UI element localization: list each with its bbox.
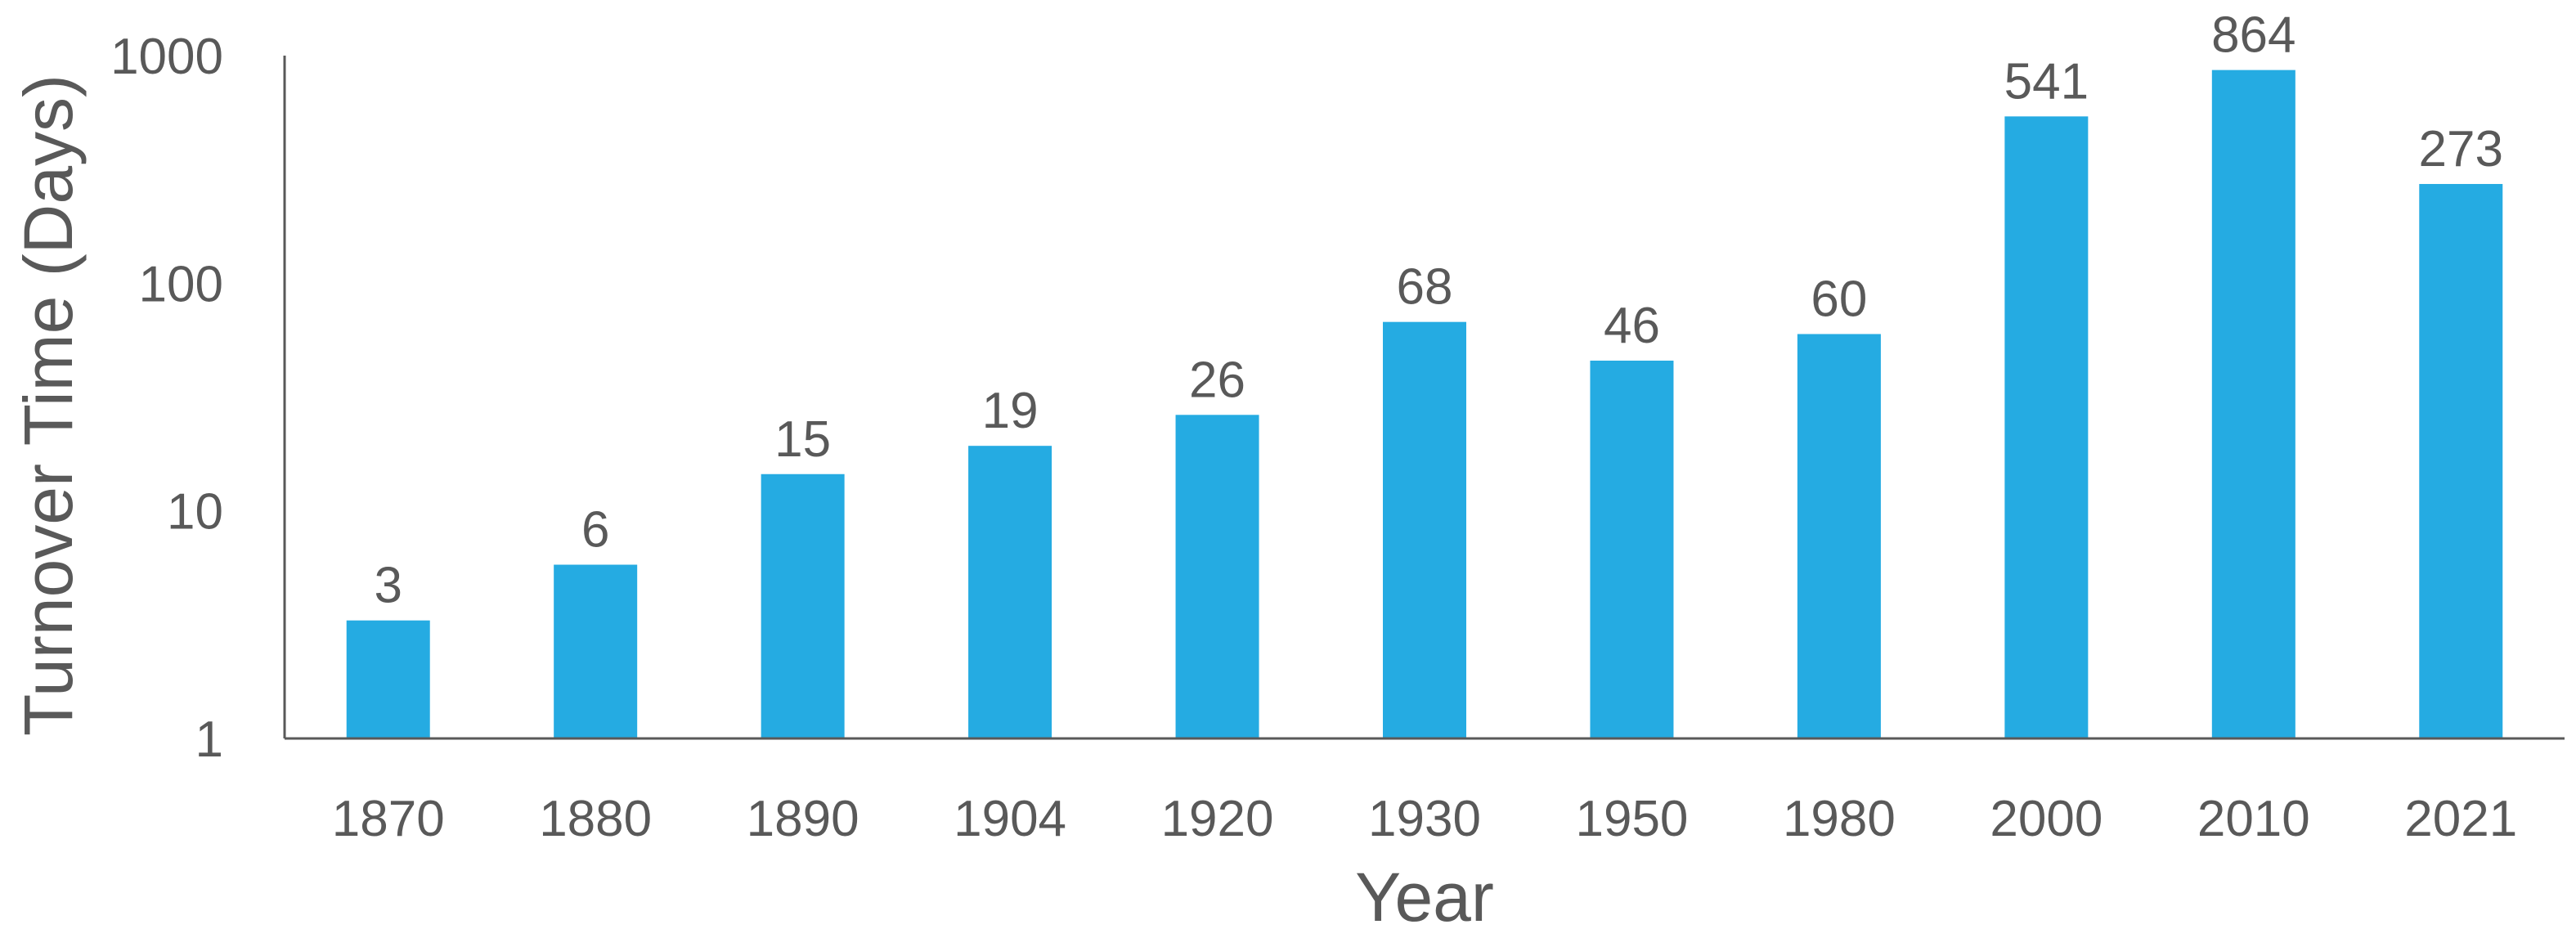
data-label-1904: 19 (982, 383, 1039, 439)
data-label-1870: 3 (374, 558, 402, 614)
bar-1920 (1175, 415, 1259, 738)
x-tick-labels: 1870 1880 1890 1904 1920 1930 1950 1980 2000 2010… (332, 791, 2517, 847)
x-tick-label-1880: 1880 (539, 791, 652, 847)
x-axis-title: Year (1355, 859, 1494, 929)
data-labels-layer: 3 6 15 19 26 68 46 60 541 864 273 (374, 7, 2503, 614)
bar-2000 (2004, 116, 2089, 739)
data-label-1930: 68 (1397, 259, 1453, 316)
bar-1890 (761, 473, 845, 738)
data-label-2021: 273 (2419, 121, 2503, 177)
y-tick-labels: 1 10 100 1000 (110, 29, 223, 768)
bar-2010 (2211, 70, 2296, 739)
x-tick-label-1930: 1930 (1368, 791, 1481, 847)
data-label-2010: 864 (2211, 7, 2296, 64)
y-tick-label-1: 1 (195, 711, 223, 768)
x-tick-label-1904: 1904 (954, 791, 1066, 847)
data-label-1950: 46 (1604, 298, 1660, 354)
bar-1950 (1590, 360, 1674, 738)
data-label-1880: 6 (581, 502, 609, 559)
bar-1930 (1383, 321, 1466, 738)
x-tick-label-2000: 2000 (1990, 791, 2103, 847)
data-label-2000: 541 (2004, 53, 2089, 110)
x-tick-label-1890: 1890 (747, 791, 859, 847)
y-tick-label-1000: 1000 (110, 29, 223, 85)
x-tick-label-2010: 2010 (2197, 791, 2310, 847)
x-tick-label-1950: 1950 (1575, 791, 1688, 847)
x-tick-label-2021: 2021 (2404, 791, 2517, 847)
bar-1980 (1797, 334, 1881, 738)
data-label-1890: 15 (774, 411, 831, 468)
y-tick-label-100: 100 (139, 256, 223, 312)
x-tick-label-1870: 1870 (332, 791, 445, 847)
bar-1904 (968, 446, 1052, 738)
bar-1880 (554, 564, 638, 738)
axes-layer (283, 56, 2565, 740)
data-label-1980: 60 (1811, 271, 1867, 327)
data-label-1920: 26 (1189, 352, 1245, 408)
y-tick-label-10: 10 (167, 484, 223, 541)
bar-2021 (2419, 183, 2503, 739)
bar-1870 (346, 620, 430, 738)
bars-layer (346, 70, 2503, 739)
x-tick-label-1980: 1980 (1783, 791, 1896, 847)
y-axis-title: Turnover Time (Days) (10, 74, 87, 736)
x-tick-label-1920: 1920 (1161, 791, 1274, 847)
